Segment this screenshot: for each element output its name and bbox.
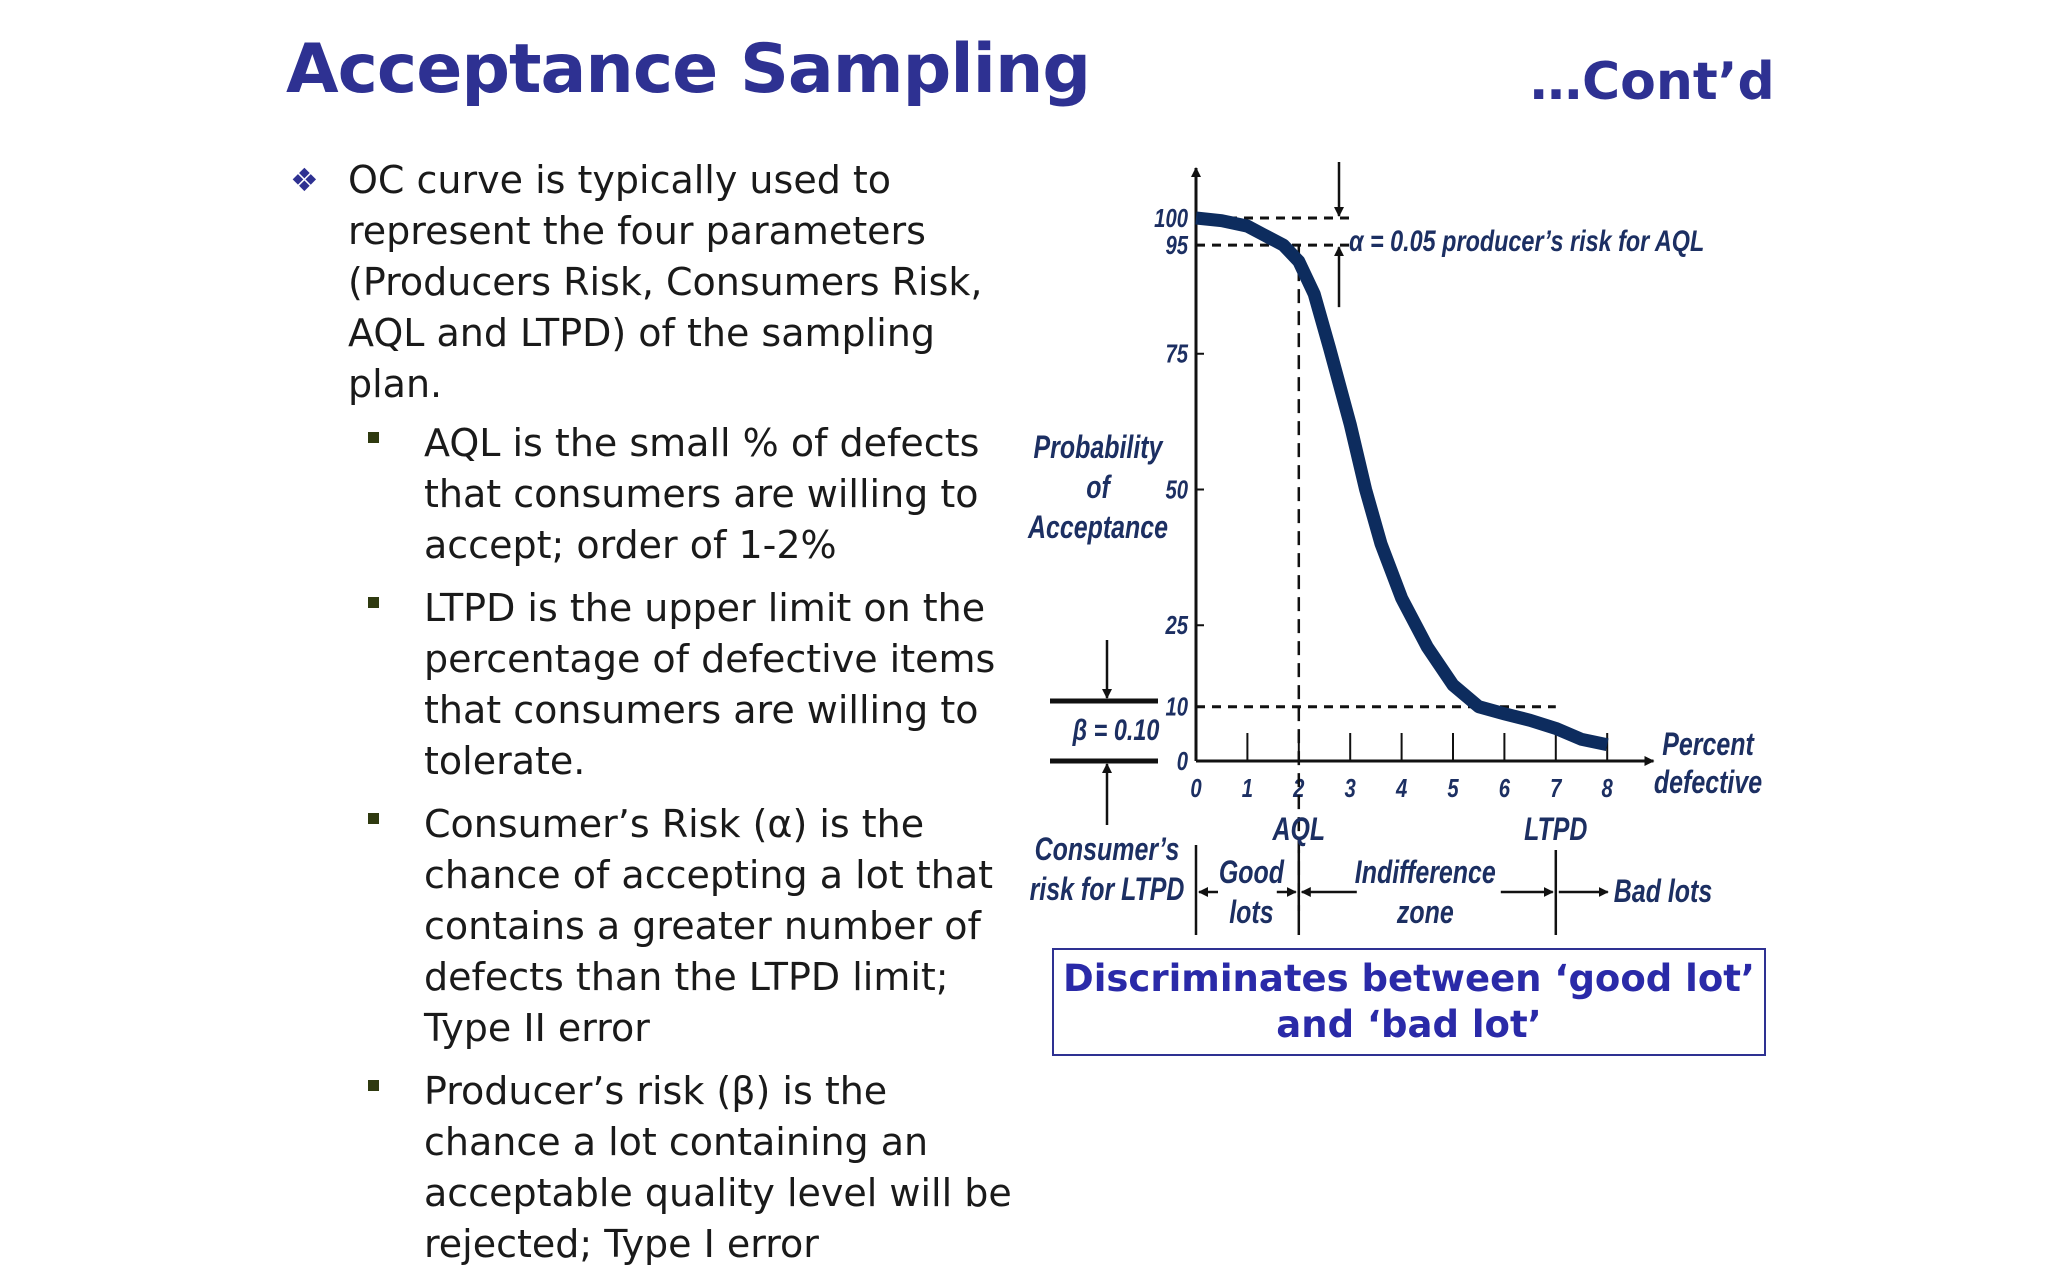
x-tick-label: 8 [1602,774,1613,803]
square-bullet-icon [368,597,379,608]
sub-bullet-consumer-risk: Consumer’s Risk (α) is the chance of acc… [290,799,1030,1054]
square-bullet-icon [368,432,379,443]
x-tick-label: 7 [1550,774,1562,803]
x-tick-label: 1 [1242,774,1253,803]
main-bullet: ❖ OC curve is typically used to represen… [290,155,1030,410]
bullet-list: ❖ OC curve is typically used to represen… [290,155,1030,1282]
x-axis-label: defective [1654,765,1762,801]
ltpd-label: LTPD [1524,812,1587,848]
y-tick-label: 100 [1154,204,1188,233]
x-tick-label: 5 [1447,774,1459,803]
x-tick-label: 6 [1499,774,1511,803]
sub-bullet-text: AQL is the small % of defects that consu… [424,421,980,567]
x-tick-label: 0 [1190,774,1201,803]
y-axis-label: Probability [1034,430,1165,466]
x-tick-label: 4 [1395,774,1407,803]
consumer-risk-label: Consumer’s [1035,832,1180,868]
callout-line-1: Discriminates between ‘good lot’ [1063,957,1755,1000]
square-bullet-icon [368,1080,379,1091]
alpha-annotation: α = 0.05 producer’s risk for AQL [1349,224,1704,257]
y-axis-label: of [1086,470,1112,506]
y-tick-label: 25 [1165,611,1189,640]
sub-bullet-list: AQL is the small % of defects that consu… [290,418,1030,1270]
sub-bullet-text: LTPD is the upper limit on the percentag… [424,586,996,783]
good-lots-label: lots [1229,895,1273,931]
discriminates-callout-box: Discriminates between ‘good lot’ and ‘ba… [1052,948,1766,1056]
y-axis-label: Acceptance [1027,510,1168,546]
good-lots-label: Good [1219,855,1285,891]
x-axis-label: Percent [1662,727,1755,763]
slide-title: Acceptance Sampling [286,30,1091,109]
y-tick-label: 75 [1165,339,1188,368]
sub-bullet-ltpd: LTPD is the upper limit on the percentag… [290,583,1030,787]
x-tick-label: 3 [1345,774,1356,803]
aql-label: AQL [1272,812,1326,848]
bad-lots-label: Bad lots [1614,874,1712,910]
x-tick-label: 2 [1292,774,1304,803]
sub-bullet-text: Producer’s risk (β) is the chance a lot … [424,1069,1012,1266]
callout-line-2: and ‘bad lot’ [1276,1003,1542,1046]
y-tick-label: 50 [1165,475,1188,504]
diamond-bullet-icon: ❖ [290,161,319,199]
beta-annotation: β = 0.10 [1072,713,1160,746]
indifference-zone-label: zone [1396,895,1454,931]
indifference-zone-label: Indifference [1355,855,1496,891]
sub-bullet-text: Consumer’s Risk (α) is the chance of acc… [424,802,994,1050]
square-bullet-icon [368,813,379,824]
continued-label: …Cont’d [1530,52,1775,112]
sub-bullet-producer-risk: Producer’s risk (β) is the chance a lot … [290,1066,1030,1270]
oc-curve-line [1195,211,1609,752]
sub-bullet-aql: AQL is the small % of defects that consu… [290,418,1030,571]
consumer-risk-label: risk for LTPD [1030,872,1185,908]
y-tick-label: 0 [1177,747,1188,776]
y-tick-label: 95 [1165,231,1188,260]
y-tick-label: 10 [1165,692,1188,721]
main-bullet-text: OC curve is typically used to represent … [348,158,983,406]
